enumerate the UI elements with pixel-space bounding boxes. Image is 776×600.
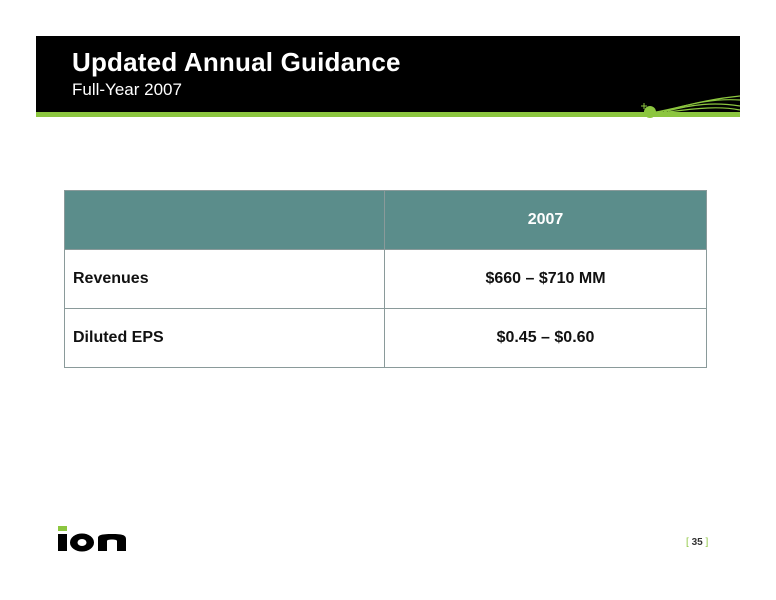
- page-bracket-close: ]: [705, 537, 709, 548]
- row-value-diluted-eps: $0.45 – $0.60: [384, 308, 707, 368]
- ion-logo: [58, 526, 126, 552]
- header-swoosh-graphic: [641, 95, 740, 118]
- row-label-diluted-eps: Diluted EPS: [64, 308, 385, 368]
- header-banner: [36, 36, 740, 112]
- table-header-empty: [64, 190, 385, 250]
- row-label-revenues: Revenues: [64, 249, 385, 309]
- guidance-table: 2007 Revenues $660 – $710 MM Diluted EPS…: [64, 190, 707, 368]
- header-accent-stripe: [36, 112, 740, 117]
- table-row: Diluted EPS $0.45 – $0.60: [64, 308, 707, 368]
- table-header-year: 2007: [384, 190, 707, 250]
- slide-title: Updated Annual Guidance: [72, 47, 401, 77]
- page-number: [ 35 ]: [686, 537, 708, 548]
- table-header-row: 2007: [64, 190, 707, 250]
- table-row: Revenues $660 – $710 MM: [64, 249, 707, 309]
- row-value-revenues: $660 – $710 MM: [384, 249, 707, 309]
- page-number-value: 35: [691, 537, 703, 548]
- page-bracket-open: [: [686, 537, 689, 548]
- slide-subtitle: Full-Year 2007: [72, 80, 182, 99]
